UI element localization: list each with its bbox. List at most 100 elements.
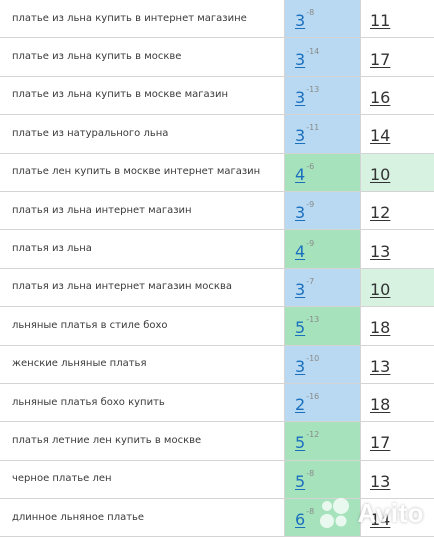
query-cell: льняные платья бохо купить <box>0 383 285 422</box>
count-link[interactable]: 14 <box>370 126 391 146</box>
table-row: платья из льна 4 -9 13 <box>0 230 434 269</box>
count-cell: 12 <box>361 192 434 229</box>
position-delta: -8 <box>306 468 315 478</box>
table-row: женские льняные платья 3 -10 13 <box>0 345 434 384</box>
count-link[interactable]: 18 <box>370 395 391 415</box>
position-delta: -6 <box>306 161 315 171</box>
position-cell: 3 -8 <box>285 0 361 38</box>
count-link[interactable]: 18 <box>370 318 391 338</box>
position-link[interactable]: 6 <box>295 510 306 530</box>
position-delta: -11 <box>306 123 320 133</box>
query-cell: платье из льна купить в интернет магазин… <box>0 0 285 38</box>
table-row: платья из льна интернет магазин 3 -9 12 <box>0 191 434 231</box>
query-cell: платья из льна интернет магазин <box>0 191 285 230</box>
query-cell: платья из льна <box>0 230 285 268</box>
position-link[interactable]: 5 <box>295 433 306 453</box>
count-cell: 16 <box>361 77 434 114</box>
position-link[interactable]: 4 <box>295 164 306 184</box>
query-cell: платье из льна купить в москве магазин <box>0 76 285 115</box>
table-row: платье из льна купить в москве магазин 3-… <box>0 76 434 116</box>
count-link[interactable]: 13 <box>370 356 391 376</box>
count-cell: 13 <box>361 230 434 267</box>
position-link[interactable]: 3 <box>295 279 306 299</box>
count-cell: 18 <box>361 384 434 421</box>
position-delta: -16 <box>306 392 320 402</box>
position-cell: 3 -13 <box>285 76 361 115</box>
count-cell: 13 <box>361 346 434 383</box>
position-cell: 5 -13 <box>285 307 361 345</box>
count-link[interactable]: 14 <box>370 510 391 530</box>
position-cell: 4 -6 <box>285 153 361 191</box>
query-cell: платье лен купить в москве интернет мага… <box>0 153 285 191</box>
query-cell: платье из натурального льна <box>0 115 285 153</box>
position-cell: 3 -9 <box>285 191 361 230</box>
count-link[interactable]: 10 <box>370 164 391 184</box>
position-delta: -7 <box>306 276 315 286</box>
position-delta: -8 <box>306 8 315 18</box>
count-cell: 13 <box>361 461 434 498</box>
table-row: льняные платья бохо купить 2 -16 18 <box>0 383 434 423</box>
count-cell: 18 <box>361 307 434 344</box>
table-row: платья из льна интернет магазин москва 3-… <box>0 268 434 308</box>
count-cell: 14 <box>361 115 434 152</box>
position-delta: -9 <box>306 200 315 210</box>
count-cell: 17 <box>361 38 434 75</box>
position-delta: -9 <box>306 238 315 248</box>
query-cell: платье из льна купить в москве <box>0 38 285 76</box>
count-link[interactable]: 10 <box>370 279 391 299</box>
count-link[interactable]: 17 <box>370 433 391 453</box>
position-cell: 2 -16 <box>285 383 361 422</box>
position-cell: 3 -10 <box>285 345 361 383</box>
position-delta: -10 <box>306 353 320 363</box>
position-link[interactable]: 3 <box>295 49 306 69</box>
position-cell: 3 -11 <box>285 115 361 153</box>
table-row: платье из натурального льна 3 -11 14 <box>0 115 434 154</box>
count-link[interactable]: 13 <box>370 241 391 261</box>
position-link[interactable]: 3 <box>295 87 306 107</box>
position-link[interactable]: 2 <box>295 395 306 415</box>
count-cell: 10 <box>361 153 434 191</box>
position-delta: -12 <box>306 430 320 440</box>
count-cell: 17 <box>361 422 434 459</box>
position-cell: 6 -8 <box>285 499 361 537</box>
position-cell: 5 -12 <box>285 422 361 460</box>
position-cell: 5 -8 <box>285 460 361 499</box>
table-row: платье лен купить в москве интернет мага… <box>0 153 434 192</box>
position-link[interactable]: 3 <box>295 203 306 223</box>
query-cell: платья из льна интернет магазин москва <box>0 268 285 307</box>
position-link[interactable]: 3 <box>295 356 306 376</box>
count-link[interactable]: 12 <box>370 203 391 223</box>
query-cell: льняные платья в стиле бохо <box>0 307 285 345</box>
position-link[interactable]: 5 <box>295 318 306 338</box>
count-link[interactable]: 17 <box>370 49 391 69</box>
table-row: платье из льна купить в интернет магазин… <box>0 0 434 39</box>
count-link[interactable]: 16 <box>370 87 391 107</box>
position-delta: -13 <box>306 84 320 94</box>
query-cell: длинное льняное платье <box>0 499 285 537</box>
query-cell: женские льняные платья <box>0 345 285 383</box>
count-link[interactable]: 13 <box>370 471 391 491</box>
position-delta: -8 <box>306 507 315 517</box>
count-link[interactable]: 11 <box>370 11 391 31</box>
position-cell: 3 -7 <box>285 268 361 307</box>
count-cell: 10 <box>361 268 434 307</box>
count-cell: 11 <box>361 0 434 37</box>
table-row: платье из льна купить в москве 3 -14 17 <box>0 38 434 77</box>
position-cell: 4 -9 <box>285 230 361 268</box>
count-cell: 14 <box>361 499 434 536</box>
position-link[interactable]: 3 <box>295 11 306 31</box>
position-cell: 3 -14 <box>285 38 361 76</box>
position-delta: -14 <box>306 46 320 56</box>
position-link[interactable]: 3 <box>295 126 306 146</box>
position-delta: -13 <box>306 315 320 325</box>
table-row: черное платье лен 5 -8 13 <box>0 460 434 500</box>
position-link[interactable]: 4 <box>295 241 306 261</box>
query-cell: черное платье лен <box>0 460 285 499</box>
query-cell: платья летние лен купить в москве <box>0 422 285 460</box>
table-row: длинное льняное платье 6 -8 14 <box>0 499 434 538</box>
position-link[interactable]: 5 <box>295 471 306 491</box>
table-row: платья летние лен купить в москве 5 -12 17 <box>0 422 434 461</box>
table-row: льняные платья в стиле бохо 5 -13 18 <box>0 307 434 346</box>
